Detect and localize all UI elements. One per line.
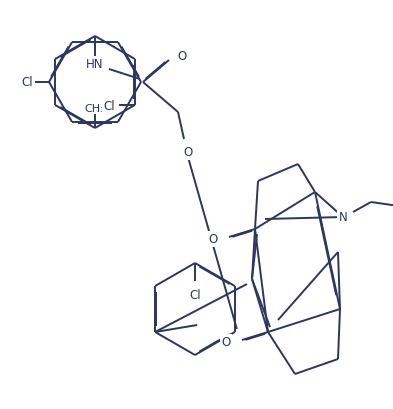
Text: Cl: Cl bbox=[103, 99, 115, 112]
Text: O: O bbox=[208, 233, 218, 246]
Text: O: O bbox=[221, 336, 231, 348]
Text: N: N bbox=[339, 211, 347, 224]
Text: O: O bbox=[184, 146, 193, 159]
Text: Cl: Cl bbox=[21, 76, 33, 89]
Text: CH₃: CH₃ bbox=[84, 104, 105, 114]
Text: O: O bbox=[177, 49, 186, 62]
Text: HN: HN bbox=[86, 58, 104, 71]
Text: Cl: Cl bbox=[189, 289, 201, 302]
